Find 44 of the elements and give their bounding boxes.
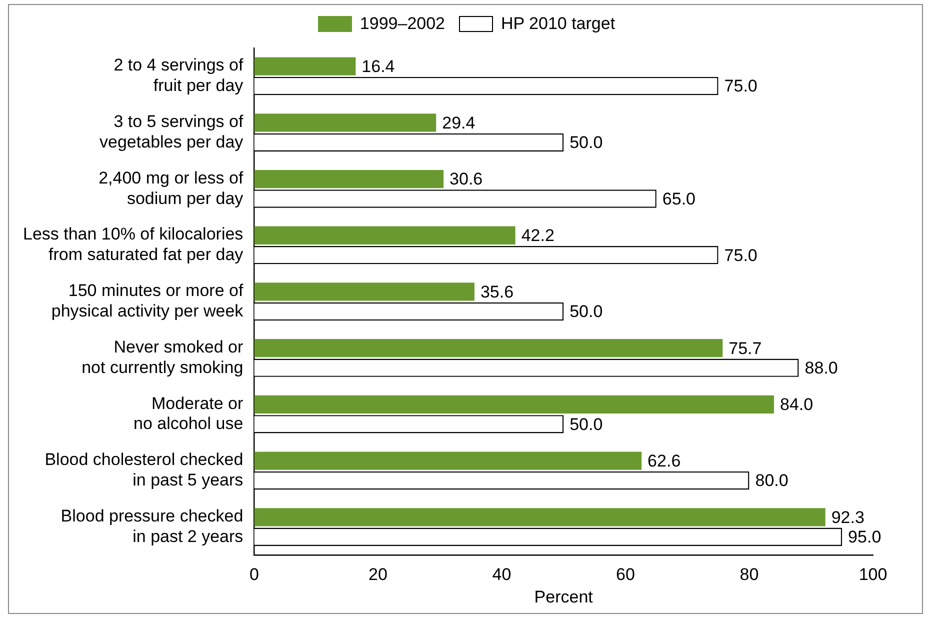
bar [254,114,436,132]
bar [254,57,356,76]
data-label: 30.6 [450,170,483,189]
data-label: 92.3 [831,508,864,527]
y-tick-label: Never smoked or not currently smoking [82,337,244,377]
text: HP 2010 target [501,14,616,34]
data-label: 75.7 [728,338,762,358]
data-label: 62.6 [648,451,681,470]
x-tick-label: 80 [740,565,759,584]
y-tick-label: Blood cholesterol checked in past 5 years [44,450,244,490]
y-tick-label: Blood pressure checked in past 2 years [60,506,244,546]
bar [254,226,516,244]
data-label: 75.0 [724,246,758,265]
x-tick-label: 20 [368,565,388,584]
data-label: 88.0 [804,358,838,378]
x-tick-label: 40 [492,565,512,584]
bar [254,452,642,470]
x-tick-label: 100 [858,565,888,584]
data-label: 35.6 [480,282,514,302]
y-tick-label: Less than 10% of kilocalories from saturated fat per day [22,224,244,264]
legend-label: 1999–2002 [360,14,446,34]
bar [254,339,723,358]
bar [254,508,826,526]
data-label: 50.0 [570,133,603,152]
y-tick-label: 2,400 mg or less of sodium per day [98,168,244,208]
data-label: 80.0 [755,471,788,490]
data-label: 65.0 [662,189,696,208]
bar [254,282,474,301]
y-tick-label: 2 to 4 servings of fruit per day [114,56,244,96]
x-tick-label: 0 [249,565,259,584]
bar [254,395,774,414]
data-label: 75.0 [724,76,758,96]
data-label: 29.4 [442,113,476,132]
x-axis-title: Percent [534,587,594,606]
data-label: 50.0 [570,414,603,434]
y-tick-label: Moderate or no alcohol use [134,394,244,434]
data-label: 50.0 [570,302,603,322]
data-label: 42.2 [521,226,554,246]
data-label: 16.4 [362,57,395,76]
y-tick-label: 150 minutes or more of physical activity per week [51,281,244,320]
data-label: 84.0 [780,395,814,414]
data-label: 95.0 [848,528,882,547]
y-tick-label: 3 to 5 servings of vegetables per day [100,112,244,152]
x-tick-label: 60 [616,565,635,584]
